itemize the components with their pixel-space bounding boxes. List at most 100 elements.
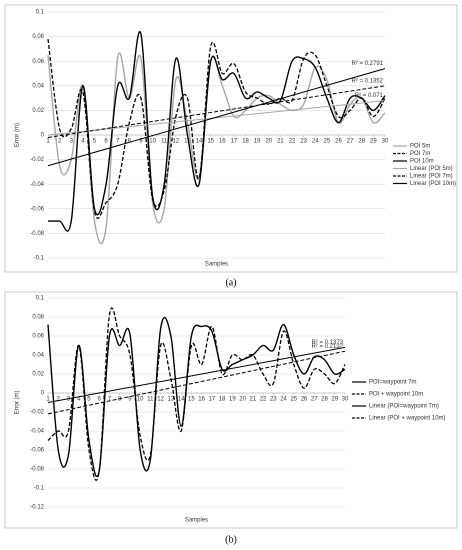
y-tick-label: 0.06 [32,59,44,65]
x-tick-label: 20 [239,397,246,403]
series-line [47,31,386,232]
x-tick-label: 2 [57,397,61,403]
x-tick-label: 5 [93,139,97,145]
x-tick-label: 26 [301,397,308,403]
x-tick-label: 26 [335,139,342,145]
trend-label: R² = 0.1352 [351,78,383,84]
legend-label: Linear (POI + waypoint 10m) [369,416,446,422]
x-tick-label: 15 [188,397,195,403]
legend-label: POI 7m [410,151,430,157]
y-tick-label: 0.02 [32,372,44,378]
y-tick-label: -0.08 [30,467,44,473]
x-tick-label: 4 [81,139,85,145]
x-tick-label: 6 [104,139,108,145]
trend-label: R² = 0.2132 [311,344,343,350]
y-tick-label: 0.02 [32,108,44,114]
y-tick-label: -0.06 [30,206,44,212]
x-tick-label: 11 [161,139,168,145]
x-tick-label: 28 [321,397,328,403]
y-tick-label: -0.06 [30,448,44,454]
series-line [47,307,346,481]
legend-label: POI 10m [410,159,434,165]
y-tick-label: 0.04 [32,83,44,89]
x-axis-label: Samples [185,518,208,524]
y-axis-label: Error (m) [15,123,21,147]
legend-label: Linear (POI 7m) [410,174,453,180]
y-tick-label: 0.1 [36,10,45,16]
x-tick-label: 12 [172,139,179,145]
caption: (b) [225,534,237,545]
chart: -0.1 -0.08 -0.06 -0.04 -0.02 0 0.02 0.04 0.06 0.0… [4,4,458,273]
series-line [47,85,386,138]
trend-label: R² = 0.071 [355,93,384,99]
series-line [47,68,386,167]
x-tick-label: 4 [77,397,81,403]
x-tick-label: 18 [242,139,249,145]
x-tick-label: 13 [184,139,191,145]
x-tick-label: 11 [147,397,154,403]
x-tick-label: 16 [219,139,226,145]
y-tick-label: 0.04 [32,353,44,359]
y-tick-label: -0.02 [30,410,44,416]
x-tick-label: 29 [370,139,377,145]
y-tick-label: -0.1 [34,486,45,492]
x-tick-label: 20 [265,139,272,145]
x-tick-label: 14 [178,397,185,403]
x-tick-label: 9 [128,397,132,403]
x-tick-label: 27 [311,397,318,403]
x-tick-label: 28 [358,139,365,145]
x-tick-label: 7 [108,397,112,403]
x-tick-label: 30 [382,139,389,145]
chart-frame [4,4,458,273]
caption: (a) [225,277,236,288]
x-tick-label: 22 [260,397,267,403]
x-tick-label: 6 [98,397,102,403]
x-tick-label: 24 [280,397,287,403]
x-tick-label: 10 [149,139,156,145]
y-tick-label: -0.02 [30,157,44,163]
x-tick-label: 14 [196,139,203,145]
x-tick-label: 16 [198,397,205,403]
x-tick-label: 19 [254,139,261,145]
x-tick-label: 12 [157,397,164,403]
y-tick-label: -0.04 [30,429,44,435]
x-tick-label: 13 [168,397,175,403]
x-tick-label: 15 [207,139,214,145]
x-tick-label: 21 [277,139,284,145]
x-tick-label: 25 [324,139,331,145]
x-tick-label: 22 [289,139,296,145]
legend-label: POI 5m [410,144,430,150]
y-tick-label: 0.1 [36,296,45,302]
x-tick-label: 1 [46,139,50,145]
x-tick-label: 29 [331,397,338,403]
legend-label: Linear (POI=waypoint 7m) [369,404,439,410]
x-tick-label: 19 [229,397,236,403]
y-tick-label: -0.12 [30,505,44,511]
y-tick-label: 0 [41,391,45,397]
x-tick-label: 17 [209,397,216,403]
x-tick-label: 2 [58,139,62,145]
y-tick-label: 0.08 [32,315,44,321]
x-tick-label: 23 [270,397,277,403]
x-tick-label: 3 [67,397,71,403]
x-tick-label: 18 [219,397,226,403]
chart-frame [4,291,458,529]
x-tick-label: 7 [116,139,120,145]
x-tick-label: 8 [118,397,122,403]
x-tick-label: 3 [70,139,74,145]
x-tick-label: 5 [87,397,91,403]
series-line [47,316,346,478]
legend-label: POI + waypoint 10m [369,392,423,398]
x-tick-label: 17 [231,139,238,145]
series-line [47,350,346,415]
legend-label: Linear (POI 5m) [410,166,453,172]
x-axis-label: Samples [205,262,228,268]
x-tick-label: 8 [128,139,132,145]
y-tick-label: 0 [41,133,45,139]
legend-label: Linear (POI 10m) [410,181,456,187]
x-tick-label: 30 [342,397,349,403]
y-tick-label: -0.1 [34,256,45,262]
x-tick-label: 27 [347,139,354,145]
legend-label: POI=waypoint 7m [369,380,417,386]
